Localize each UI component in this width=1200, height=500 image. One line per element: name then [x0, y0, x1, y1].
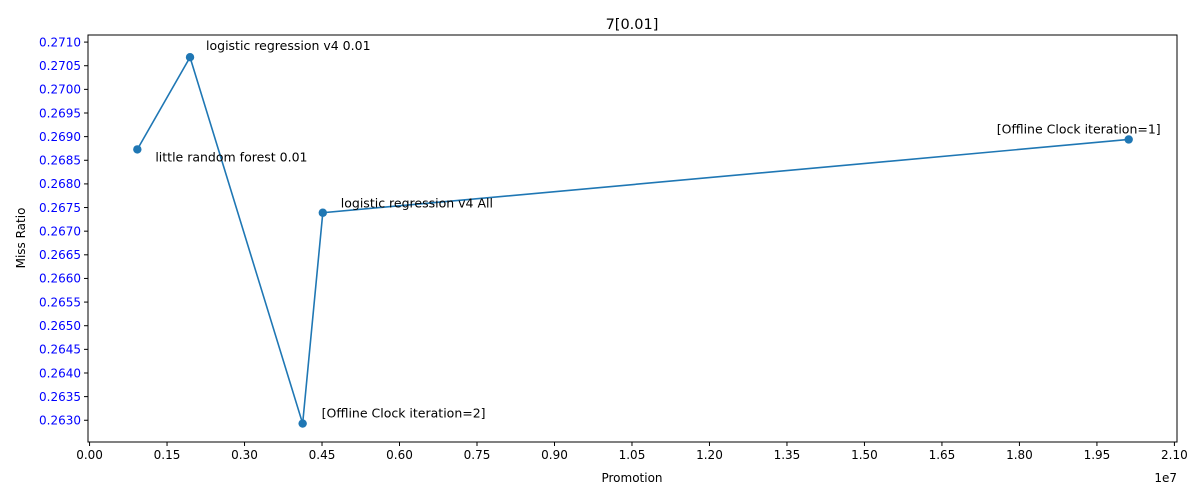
annotation-layer: little random forest 0.01 logistic regres…	[155, 38, 1160, 420]
x-tick-label: 0.60	[386, 448, 413, 462]
data-point	[1124, 135, 1133, 144]
y-tick-label: 0.2685	[39, 154, 81, 168]
y-tick-label: 0.2645	[39, 343, 81, 357]
y-axis-label: Miss Ratio	[14, 208, 28, 269]
x-tick-label: 1.65	[929, 448, 956, 462]
point-annotation: [Offline Clock iteration=1]	[997, 121, 1161, 136]
chart-title: 7[0.01]	[606, 17, 659, 33]
y-tick-label: 0.2660	[39, 272, 81, 286]
point-annotation: logistic regression v4 0.01	[206, 38, 371, 53]
x-tick-label: 1.80	[1006, 448, 1033, 462]
x-tick-label: 0.00	[76, 448, 103, 462]
y-tick-label: 0.2665	[39, 248, 81, 262]
x-axis-label: Promotion	[601, 471, 662, 485]
y-tick-label: 0.2640	[39, 366, 81, 380]
y-tick-label: 0.2650	[39, 319, 81, 333]
x-tick-label: 0.90	[541, 448, 568, 462]
x-tick-label: 0.45	[309, 448, 336, 462]
x-tick-label: 1.50	[851, 448, 878, 462]
point-annotation: logistic regression v4 All	[341, 196, 493, 211]
axes-layer: 0.00 0.15 0.30 0.45 0.60 0.75 0.90 1.05 1.20 1.35…	[39, 35, 1188, 462]
x-tick-label: 1.05	[619, 448, 646, 462]
y-tick-label: 0.2670	[39, 224, 81, 238]
point-annotation: [Offline Clock iteration=2]	[322, 406, 486, 421]
y-tick-label: 0.2705	[39, 59, 81, 73]
x-axis-offset-label: 1e7	[1154, 471, 1177, 485]
y-tick-label: 0.2690	[39, 130, 81, 144]
x-tick-label: 1.20	[696, 448, 723, 462]
x-tick-label: 1.35	[774, 448, 801, 462]
y-tick-label: 0.2695	[39, 106, 81, 120]
x-tick-label: 1.95	[1084, 448, 1111, 462]
y-tick-label: 0.2700	[39, 83, 81, 97]
data-point	[133, 145, 142, 154]
y-tick-label: 0.2680	[39, 177, 81, 191]
y-tick-label: 0.2655	[39, 295, 81, 309]
series-layer	[133, 53, 1133, 428]
x-tick-label: 0.30	[231, 448, 258, 462]
y-tick-label: 0.2630	[39, 414, 81, 428]
y-tick-label: 0.2675	[39, 201, 81, 215]
x-tick-label: 0.75	[464, 448, 491, 462]
data-point	[298, 419, 307, 428]
plot-frame	[87, 34, 1178, 443]
y-tick-label: 0.2710	[39, 35, 81, 49]
data-point	[185, 53, 195, 62]
y-tick-label: 0.2635	[39, 390, 81, 404]
point-annotation: little random forest 0.01	[155, 149, 307, 164]
x-tick-label: 2.10	[1161, 448, 1188, 462]
x-tick-label: 0.15	[154, 448, 181, 462]
data-point	[318, 208, 327, 217]
